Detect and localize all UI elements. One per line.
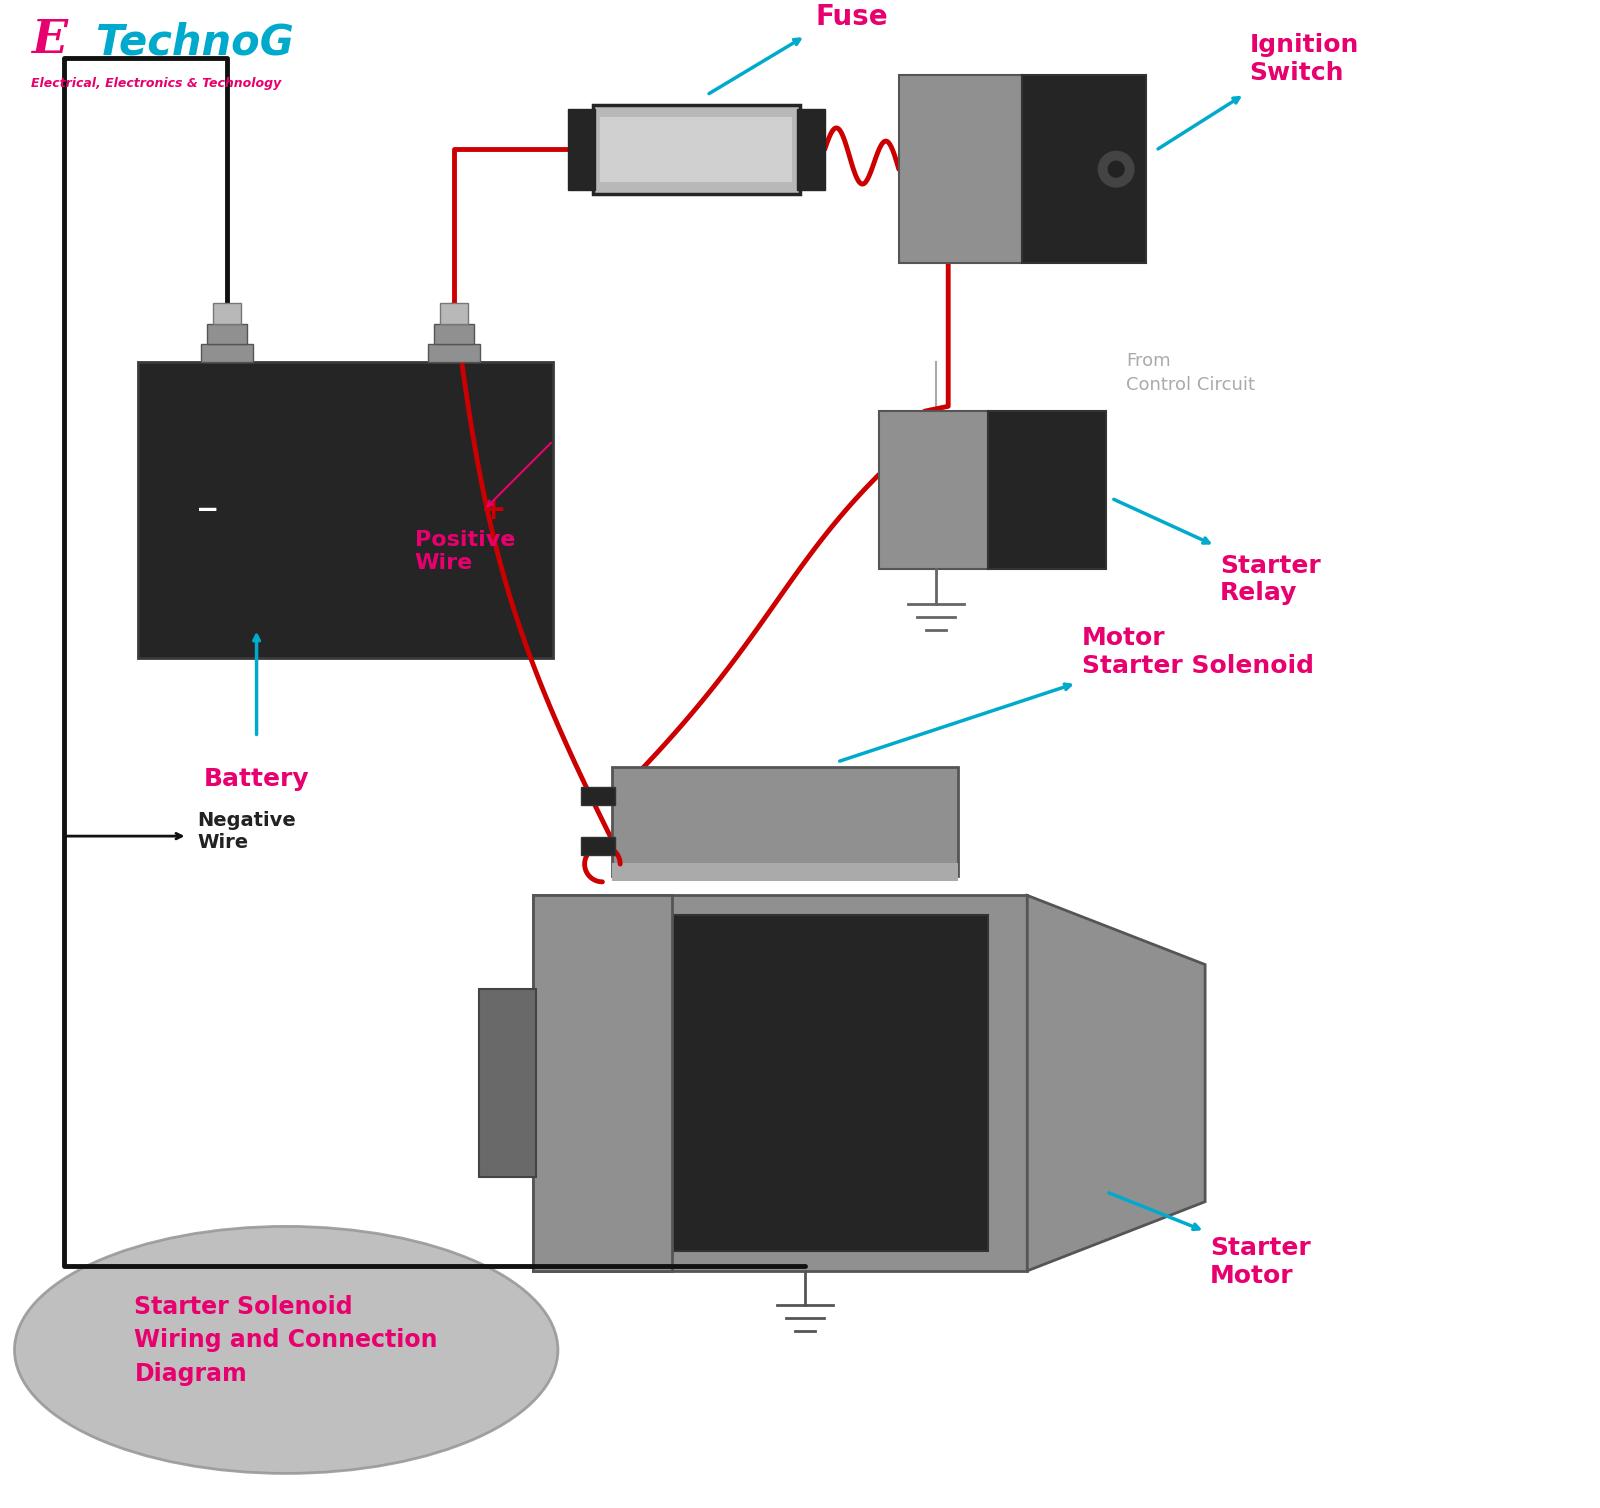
Bar — [989, 412, 1106, 570]
Text: Fuse: Fuse — [816, 3, 888, 30]
Bar — [600, 116, 792, 182]
Circle shape — [1098, 151, 1134, 187]
Bar — [592, 106, 800, 195]
Bar — [435, 324, 474, 344]
Polygon shape — [1027, 896, 1205, 1271]
Bar — [613, 768, 958, 876]
Bar — [899, 75, 1022, 262]
Bar — [568, 109, 595, 190]
Bar — [533, 896, 672, 1271]
Bar — [573, 915, 987, 1252]
Text: Starter
Motor: Starter Motor — [1210, 1237, 1310, 1288]
Circle shape — [1109, 161, 1125, 176]
Bar — [533, 896, 1027, 1271]
Text: TechnoG: TechnoG — [96, 21, 294, 63]
Bar — [878, 412, 989, 570]
Bar — [613, 863, 958, 881]
Text: WWW.ETechnoG.COM: WWW.ETechnoG.COM — [278, 593, 413, 606]
Bar — [138, 362, 554, 659]
Text: +: + — [482, 496, 507, 525]
Text: Battery: Battery — [203, 768, 309, 792]
Bar — [202, 344, 253, 362]
Text: From
Control Circuit: From Control Circuit — [1126, 351, 1254, 394]
Bar — [1022, 75, 1146, 262]
Circle shape — [1091, 143, 1142, 195]
Bar — [213, 303, 240, 324]
Text: E: E — [32, 18, 67, 63]
Text: Positive
Wire: Positive Wire — [414, 529, 515, 573]
Ellipse shape — [14, 1226, 558, 1473]
Text: Ignition
Switch: Ignition Switch — [1250, 33, 1358, 84]
Text: Starter Solenoid
Wiring and Connection
Diagram: Starter Solenoid Wiring and Connection D… — [134, 1294, 438, 1386]
Text: Motor
Starter Solenoid: Motor Starter Solenoid — [1082, 626, 1314, 679]
Text: Electrical, Electronics & Technology: Electrical, Electronics & Technology — [32, 77, 282, 90]
Bar — [797, 109, 824, 190]
Bar — [429, 344, 480, 362]
Text: Starter
Relay: Starter Relay — [1219, 553, 1320, 605]
Bar — [478, 989, 536, 1178]
Text: Negative
Wire: Negative Wire — [197, 811, 296, 852]
Bar — [581, 837, 616, 855]
Bar — [206, 324, 246, 344]
Bar — [581, 787, 616, 805]
Text: −: − — [195, 496, 219, 525]
Bar — [440, 303, 469, 324]
